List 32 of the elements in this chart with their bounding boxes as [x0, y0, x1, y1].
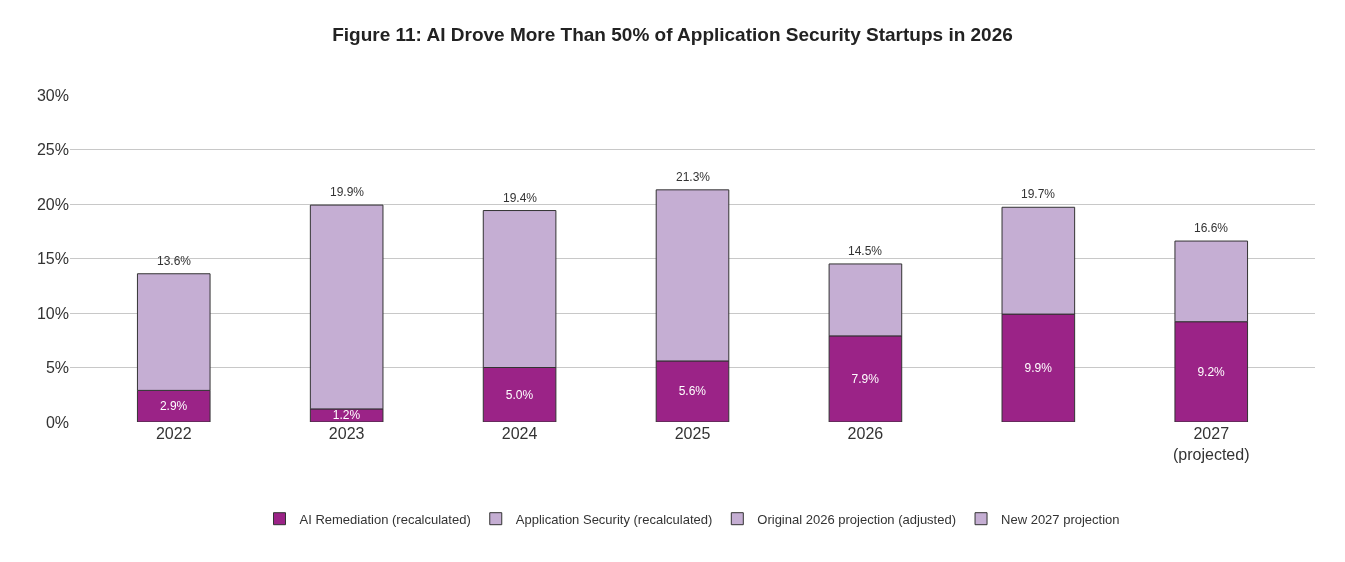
total-label: 21.3% — [676, 170, 711, 184]
y-tick-label: 25% — [36, 141, 69, 159]
x-tick-label: 2026 — [847, 425, 884, 442]
y-tick-label: 5% — [45, 359, 69, 377]
total-label: 19.4% — [503, 191, 538, 205]
data-label: 9.2% — [1197, 364, 1226, 379]
y-tick-label: 10% — [36, 304, 69, 322]
legend-label: Original 2026 projection (adjusted) — [757, 511, 957, 527]
total-label: 19.9% — [330, 185, 365, 199]
y-tick-label: 20% — [36, 195, 69, 213]
x-tick-label: 2024 — [501, 425, 538, 442]
data-label: 5.0% — [505, 387, 534, 402]
data-label: 5.6% — [678, 384, 707, 399]
total-label: 19.7% — [1021, 187, 1056, 201]
x-tick-label: 2027 (projected) — [1173, 425, 1250, 463]
legend-label: New 2027 projection — [1001, 511, 1120, 527]
legend-label: AI Remediation (recalculated) — [299, 511, 471, 527]
chart-title: Figure 11: AI Drove More Than 50% of Application Security Startups in 2026 — [332, 24, 1013, 46]
legend-label: Application Security (recalculated) — [515, 511, 713, 527]
x-tick-label: 2022 — [155, 425, 192, 442]
y-tick-label: 15% — [36, 250, 69, 268]
data-label: 2.9% — [159, 399, 188, 414]
total-label: 16.6% — [1194, 221, 1229, 235]
data-label: 1.2% — [332, 408, 361, 423]
data-label: 7.9% — [851, 371, 880, 386]
data-label: 9.9% — [1024, 361, 1053, 376]
x-tick-label: 2025 — [674, 425, 711, 442]
total-label: 14.5% — [848, 244, 883, 258]
y-tick-label: 0% — [45, 413, 69, 431]
total-label: 13.6% — [157, 254, 192, 268]
x-tick-label: 2023 — [328, 425, 365, 442]
y-tick-label: 30% — [36, 86, 69, 104]
